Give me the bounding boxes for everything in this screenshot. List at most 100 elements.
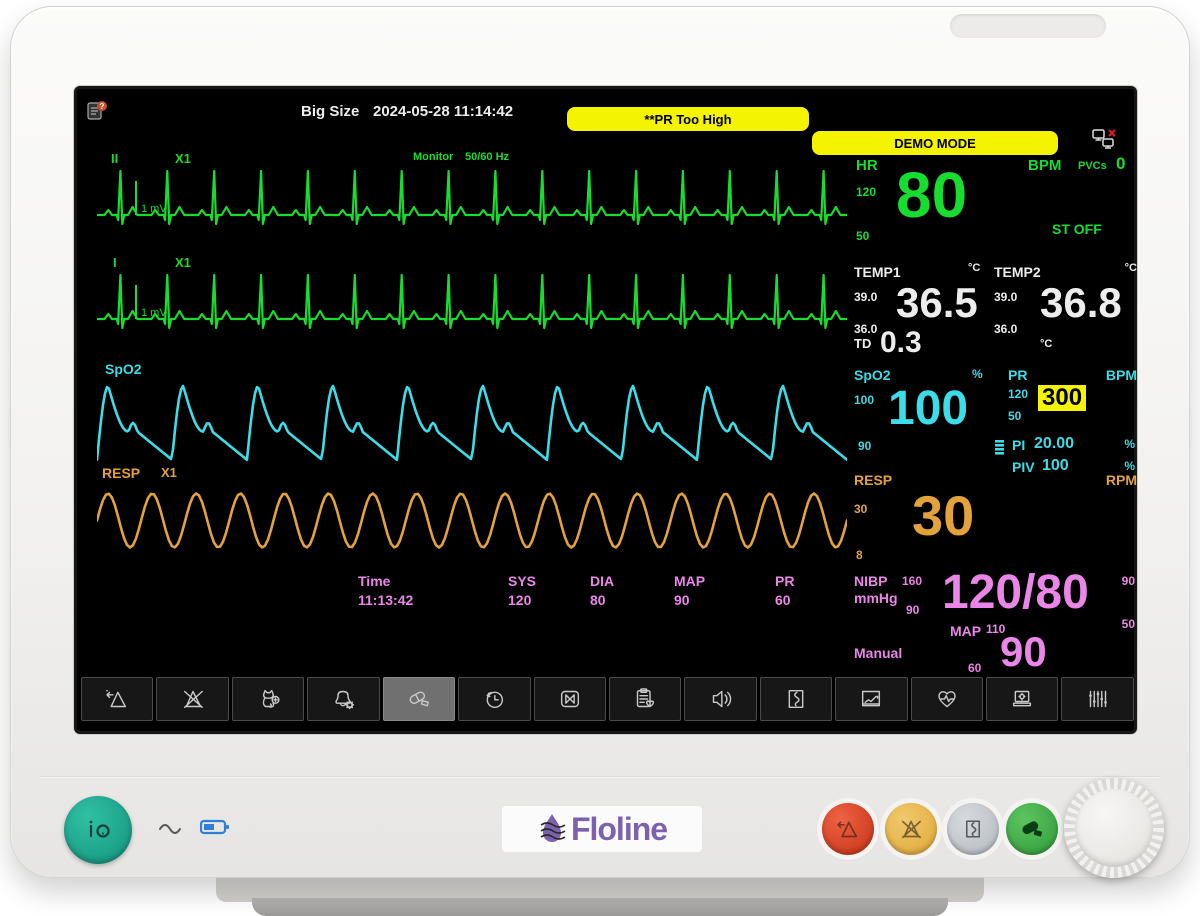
hr-value: 80: [896, 159, 968, 231]
review-button[interactable]: [458, 677, 531, 721]
map-label: MAP: [950, 623, 982, 639]
pr-lo-limit: 50: [1008, 409, 1022, 423]
alarm-banner[interactable]: **PR Too High: [567, 107, 809, 131]
nibp-start-button[interactable]: [382, 677, 456, 721]
screen-setup-button[interactable]: [986, 677, 1059, 721]
nibp-list-col-value: 60: [775, 592, 791, 608]
resp-panel[interactable]: RESP RPM 30 8 30: [850, 464, 1139, 569]
temp-panel[interactable]: TEMP1 °C TEMP2 °C 39.0 36.0 36.5 39.0 36…: [850, 254, 1139, 359]
td-unit: °C: [1040, 338, 1053, 350]
ecg1-cal-label: 1 mV: [141, 203, 167, 215]
ecg-setup-button[interactable]: [910, 677, 984, 721]
nibp-list-col-label: Time: [358, 573, 391, 589]
pr-hi-limit: 120: [1008, 387, 1029, 401]
ecg1-lead-label[interactable]: II: [111, 151, 119, 166]
new-patient-button[interactable]: [231, 677, 305, 721]
report-button[interactable]: [608, 677, 682, 721]
recorder-icon: [788, 689, 804, 709]
power-icon: [89, 820, 110, 838]
power-button[interactable]: [64, 796, 132, 864]
ecg2-cal-tick: [135, 285, 137, 319]
view-mode-label[interactable]: Big Size: [301, 103, 360, 120]
spo2-path: [97, 384, 847, 462]
alarm-silence-button[interactable]: [81, 677, 154, 721]
demo-mode-banner: DEMO MODE: [812, 131, 1058, 155]
svg-text:?: ?: [100, 102, 105, 111]
alarm-off-hard-button[interactable]: [885, 803, 937, 855]
parameter-setup-button[interactable]: [1061, 677, 1134, 721]
battery-icon: [200, 819, 229, 835]
nibp-list-col-label: SYS: [508, 573, 537, 589]
temp2-hi-limit: 39.0: [994, 290, 1018, 304]
toolbar: [81, 677, 1134, 721]
nibp-mode: Manual: [854, 645, 903, 661]
spo2-waveform[interactable]: [97, 377, 847, 467]
temp2-label: TEMP2: [994, 264, 1041, 280]
spo2-hi-limit: 100: [854, 393, 875, 407]
nibp-list-col-value: 80: [590, 592, 606, 608]
hr-unit: BPM: [1028, 157, 1062, 174]
nibp-panel[interactable]: NIBP 160 mmHg 90 120/80 90 50 MAP 110 60…: [850, 569, 1139, 681]
nibp-list-col-label: DIA: [590, 573, 615, 589]
resp-wave-label[interactable]: RESP: [102, 465, 141, 481]
rotary-knob-cap[interactable]: [1075, 789, 1153, 867]
resp-hi-limit: 30: [854, 502, 868, 516]
freeze-button[interactable]: [533, 677, 606, 721]
hr-hi-limit: 120: [856, 185, 877, 199]
rotary-knob[interactable]: [1064, 778, 1164, 878]
resp-label: RESP: [854, 472, 893, 488]
record-hard-button[interactable]: [947, 803, 999, 855]
network-disconnected-icon[interactable]: [1090, 127, 1120, 153]
ecg-filter-label: Monitor: [413, 151, 454, 163]
ecg2-path: [97, 273, 847, 330]
device-stand-base: [252, 898, 948, 916]
nibp-cuff-icon: [409, 691, 429, 707]
patient-info-icon[interactable]: ?: [85, 99, 109, 123]
pvcs-label: PVCs: [1078, 160, 1107, 172]
temp1-hi-limit: 39.0: [854, 290, 878, 304]
alarm-off-icon: [901, 820, 921, 839]
nibp-hard-button[interactable]: [1006, 803, 1058, 855]
hr-panel[interactable]: HR BPM PVCs 0 120 50 80 ST OFF: [850, 149, 1139, 254]
td-value: 0.3: [880, 326, 922, 359]
nibp-list-col-value: 120: [508, 592, 532, 608]
nibp-sys-lo-limit: 90: [906, 603, 920, 617]
volume-icon: [712, 690, 731, 708]
piv-value: 100: [1042, 457, 1069, 474]
bezel-seam: [40, 776, 1160, 778]
temp2-unit: °C: [1124, 262, 1137, 274]
recorder-button[interactable]: [759, 677, 833, 721]
new-patient-icon: [262, 689, 280, 708]
nibp-sys-hi-limit: 160: [902, 574, 923, 588]
alarm-setup-button[interactable]: [307, 677, 380, 721]
monitor-screen: ? Big Size 2024-05-28 11:14:42 **PR Too …: [74, 86, 1137, 734]
spo2-wave-label[interactable]: SpO2: [105, 361, 142, 377]
resp-unit: RPM: [1105, 472, 1137, 488]
temp1-label: TEMP1: [854, 264, 901, 280]
spo2-unit: %: [972, 367, 983, 381]
resp-lo-limit: 8: [856, 548, 863, 562]
pr-unit: BPM: [1105, 367, 1137, 383]
pi-value: 20.00: [1034, 435, 1075, 452]
ecg2-cal-label: 1 mV: [141, 307, 167, 319]
trends-button[interactable]: [835, 677, 908, 721]
hr-label: HR: [856, 157, 878, 174]
ecg1-gain-label: X1: [175, 151, 191, 166]
ac-power-icon: [159, 824, 181, 834]
alarm-silence-hard-button[interactable]: [822, 803, 874, 855]
resp-waveform[interactable]: [97, 483, 847, 558]
ecg2-lead-label[interactable]: I: [113, 255, 117, 270]
resp-value: 30: [912, 484, 975, 547]
report-icon: [636, 688, 655, 708]
alarm-off-button[interactable]: [156, 677, 229, 721]
spo2-panel[interactable]: SpO2 % PR BPM 100 90 100 120 50 300 PI 2…: [850, 359, 1139, 475]
pi-unit: %: [1124, 437, 1135, 451]
nibp-list-col-label: PR: [775, 573, 795, 589]
nibp-value: 120/80: [942, 566, 1089, 619]
ecg2-waveform[interactable]: [97, 271, 847, 351]
pr-value: 300: [1038, 384, 1087, 412]
volume-button[interactable]: [684, 677, 757, 721]
nibp-dia-lo-limit: 50: [1121, 617, 1135, 631]
recorder-icon: [966, 820, 980, 838]
ecg1-waveform[interactable]: [97, 167, 847, 247]
